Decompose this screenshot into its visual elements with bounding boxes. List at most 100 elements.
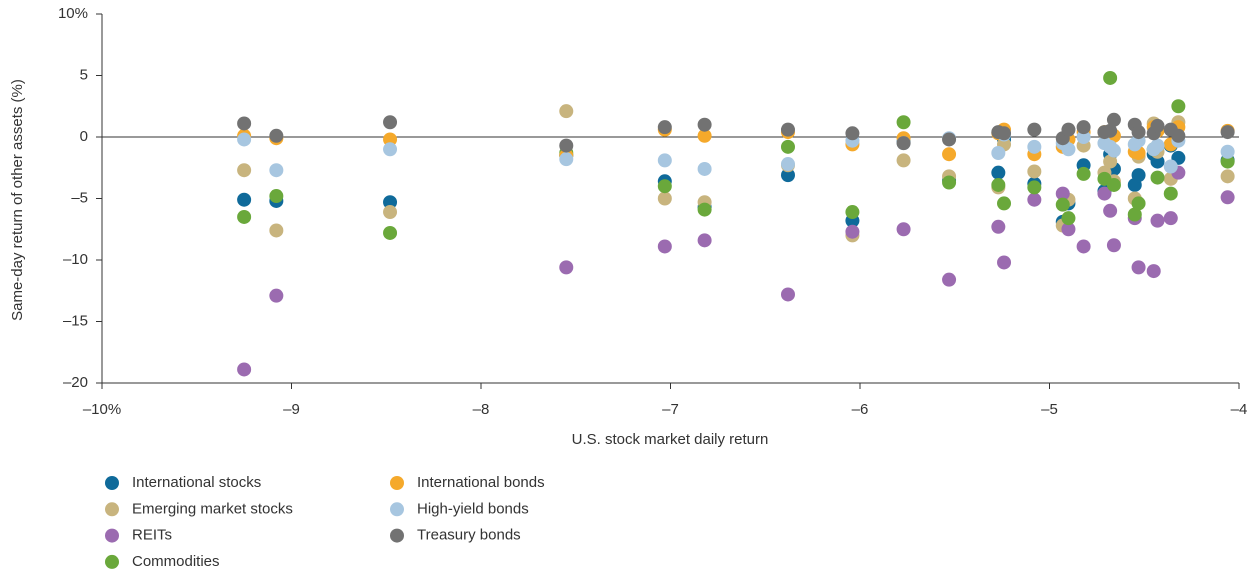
point: [1131, 196, 1146, 211]
point: [383, 132, 398, 147]
point: [1027, 192, 1042, 207]
point: [1097, 186, 1112, 201]
point: [1027, 164, 1042, 179]
point: [269, 223, 284, 238]
point: [383, 195, 398, 210]
point: [1061, 222, 1076, 237]
point: [780, 122, 795, 137]
point: [1027, 139, 1042, 154]
point: [1061, 142, 1076, 157]
point: [269, 189, 284, 204]
legend-label: Commodities: [132, 553, 220, 570]
point: [383, 115, 398, 130]
point: [697, 161, 712, 176]
point: [657, 239, 672, 254]
point: [269, 288, 284, 303]
point: [1055, 186, 1070, 201]
y-tick-label: 10%: [58, 5, 88, 22]
legend-marker: [390, 476, 404, 490]
legend-label: Treasury bonds: [417, 527, 521, 544]
point: [697, 117, 712, 132]
point: [1150, 138, 1165, 153]
point: [269, 163, 284, 178]
point: [1106, 177, 1121, 192]
point: [1103, 70, 1118, 85]
point: [845, 126, 860, 141]
point: [1131, 168, 1146, 183]
point: [1076, 130, 1091, 144]
y-tick-label: –15: [63, 312, 88, 329]
legend-marker: [390, 528, 404, 543]
legend-marker: [105, 502, 119, 517]
point: [1220, 190, 1235, 205]
point: [1076, 120, 1091, 135]
point: [1103, 203, 1118, 218]
point: [780, 168, 795, 183]
legend-label: International stocks: [132, 474, 261, 491]
point: [559, 104, 574, 119]
y-tick-label: 0: [80, 128, 88, 145]
point: [780, 287, 795, 302]
point: [1106, 143, 1121, 158]
legend-label: International bonds: [417, 474, 545, 491]
point: [237, 209, 252, 224]
x-tick-label: –8: [473, 401, 490, 418]
x-tick-label: –9: [283, 401, 300, 418]
point: [896, 153, 911, 168]
point: [1146, 264, 1161, 279]
legend-label: REITs: [132, 527, 172, 544]
x-tick-label: –6: [852, 401, 869, 418]
point: [237, 163, 252, 178]
point: [1150, 118, 1165, 133]
point: [1076, 239, 1091, 254]
point: [1106, 238, 1121, 253]
y-tick-label: –5: [71, 189, 88, 206]
point: [942, 175, 957, 190]
point: [237, 132, 252, 147]
point: [780, 157, 795, 172]
point: [942, 272, 957, 287]
x-tick-label: –4: [1231, 401, 1248, 418]
point: [1163, 159, 1178, 174]
point: [559, 260, 574, 275]
point: [1171, 128, 1186, 143]
x-tick-label: –5: [1041, 401, 1058, 418]
point: [997, 255, 1012, 270]
point: [1150, 213, 1165, 228]
point: [991, 145, 1006, 160]
point: [1061, 211, 1076, 226]
y-tick-label: –20: [63, 374, 88, 391]
point: [697, 128, 712, 143]
point: [1131, 125, 1146, 140]
point: [1131, 260, 1146, 275]
point: [269, 128, 284, 143]
point: [383, 205, 398, 220]
x-tick-label: –10%: [83, 401, 121, 418]
point: [1055, 197, 1070, 212]
point: [559, 152, 574, 167]
point: [991, 165, 1006, 180]
point: [1103, 154, 1118, 169]
point: [991, 219, 1006, 234]
point: [896, 115, 911, 130]
point: [559, 138, 574, 153]
legend-marker: [105, 528, 119, 543]
point: [1220, 169, 1235, 184]
y-tick-label: 5: [80, 66, 88, 83]
point: [657, 153, 672, 168]
legend-label: Emerging market stocks: [132, 500, 293, 517]
point: [657, 120, 672, 135]
point: [383, 225, 398, 240]
point: [942, 132, 957, 147]
y-axis-title: Same-day return of other assets (%): [9, 79, 26, 321]
x-axis-title: U.S. stock market daily return: [572, 431, 769, 448]
point: [1127, 207, 1142, 222]
y-tick-label: –10: [63, 251, 88, 268]
point: [697, 233, 712, 248]
point: [383, 142, 398, 157]
legend-marker: [390, 502, 404, 517]
legend-marker: [105, 554, 119, 569]
point: [997, 126, 1012, 141]
point: [1106, 112, 1121, 127]
